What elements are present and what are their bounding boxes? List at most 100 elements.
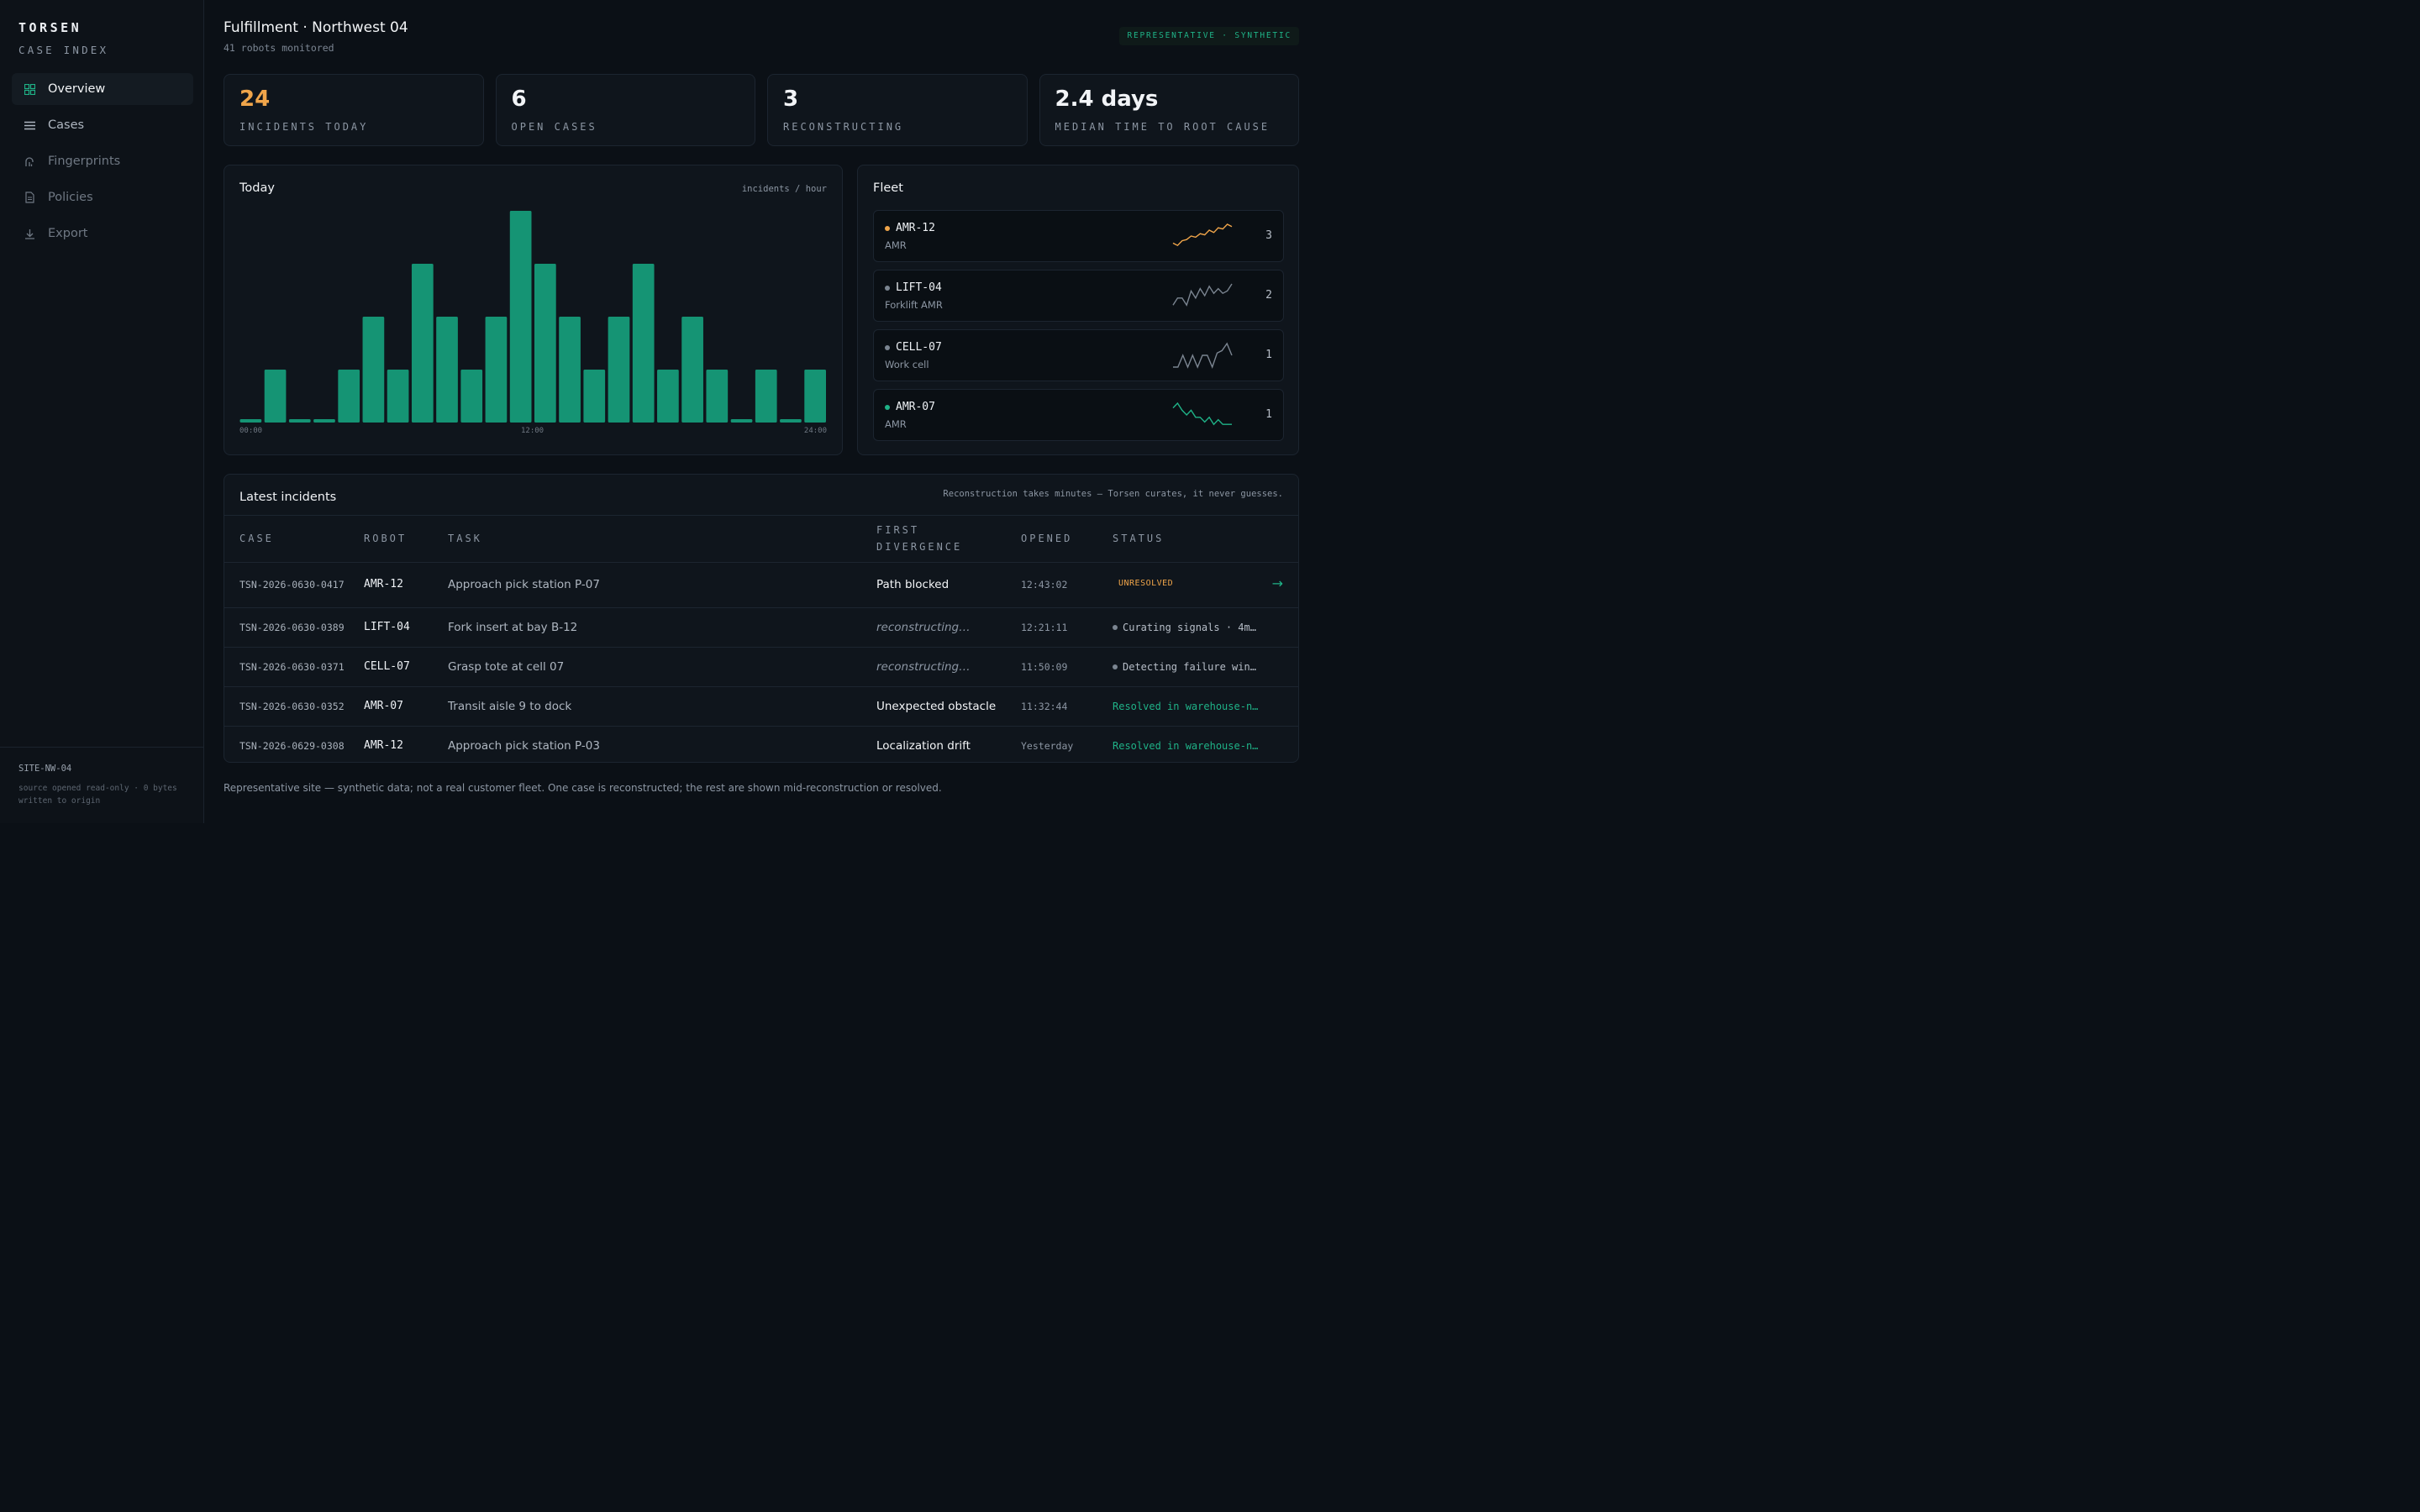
- chart-title: Today: [239, 181, 275, 195]
- column-header-task[interactable]: TASK: [448, 533, 482, 544]
- fleet-title: Fleet: [873, 181, 903, 195]
- case-id[interactable]: TSN-2026-0629-0308: [239, 740, 345, 752]
- chart-bar: [730, 419, 753, 423]
- chart-bar: [804, 370, 826, 423]
- status-dot: [1113, 625, 1118, 630]
- sidebar-item-export[interactable]: Export: [12, 218, 193, 249]
- column-header-opened[interactable]: OPENED: [1021, 533, 1073, 544]
- status-text[interactable]: Resolved in warehouse-n…: [1113, 740, 1259, 752]
- kpi-card-open-cases: 6 OPEN CASES: [495, 74, 755, 146]
- sidebar-item-fingerprints[interactable]: Fingerprints: [12, 145, 193, 177]
- sparkline-path: [1173, 342, 1233, 369]
- incident-count: 1: [1265, 349, 1272, 361]
- sparkline-path: [1172, 223, 1233, 247]
- chart-bar: [411, 264, 434, 423]
- case-id[interactable]: TSN-2026-0630-0389: [239, 622, 345, 633]
- chart-unit-label: incidents / hour: [741, 184, 827, 194]
- status-badge: UNRESOLVED: [1118, 579, 1174, 588]
- main-content: Fulfillment · Northwest 04 41 robots mon…: [204, 0, 1318, 823]
- case-id[interactable]: TSN-2026-0630-0371: [239, 661, 345, 673]
- sidebar-item-overview[interactable]: Overview: [12, 73, 193, 105]
- incidents-bar-chart: [239, 211, 826, 423]
- chart-bar: [681, 317, 703, 423]
- footer-note: Representative site — synthetic data; no…: [224, 782, 942, 794]
- sidebar-item-label: Overview: [48, 82, 106, 96]
- column-header-first-divergence[interactable]: FIRST DIVERGENCE: [876, 524, 963, 553]
- chart-bar: [362, 317, 385, 423]
- site-id: SITE-NW-04: [18, 764, 72, 774]
- opened-time: 12:43:02: [1021, 579, 1068, 591]
- sidebar-item-policies[interactable]: Policies: [12, 181, 193, 213]
- page-title: Fulfillment · Northwest 04: [224, 19, 408, 36]
- table-row[interactable]: TSN-2026-0630-0389 LIFT-04 Fork insert a…: [224, 607, 1298, 647]
- robot-name: LIFT-04: [364, 621, 410, 633]
- table-row[interactable]: TSN-2026-0630-0417 AMR-12 Approach pick …: [224, 562, 1298, 607]
- table-row[interactable]: TSN-2026-0629-0308 AMR-12 Approach pick …: [224, 726, 1298, 763]
- status-text[interactable]: Resolved in warehouse-n…: [1113, 701, 1259, 712]
- document-icon: [24, 192, 35, 203]
- sparkline: [1173, 342, 1233, 369]
- chart-bar: [534, 264, 556, 423]
- incident-count: 1: [1265, 408, 1272, 421]
- kpi-card-reconstructing: 3 RECONSTRUCTING: [767, 74, 1028, 146]
- x-tick-label: 00:00: [239, 427, 263, 435]
- fleet-list: AMR-12 AMR 3 LIFT-04 Forklift AMR 2 CELL…: [873, 210, 1284, 449]
- status-dot: [1113, 664, 1118, 669]
- case-id[interactable]: TSN-2026-0630-0417: [239, 579, 345, 591]
- robot-name: AMR-12: [364, 578, 403, 591]
- first-divergence: reconstructing…: [876, 660, 971, 674]
- open-case-arrow-icon[interactable]: →: [1271, 575, 1283, 591]
- sparkline-path: [1172, 402, 1232, 426]
- incidents-title: Latest incidents: [239, 491, 337, 504]
- table-row[interactable]: TSN-2026-0630-0352 AMR-07 Transit aisle …: [224, 686, 1298, 726]
- column-header-case[interactable]: CASE: [239, 533, 274, 544]
- sidebar-item-cases[interactable]: Cases: [12, 109, 193, 141]
- chart-bar: [485, 317, 508, 423]
- first-divergence: reconstructing…: [876, 621, 971, 634]
- fleet-item[interactable]: AMR-12 AMR 3: [873, 210, 1284, 262]
- kpi-value: 24: [239, 87, 271, 112]
- table-row[interactable]: TSN-2026-0630-0371 CELL-07 Grasp tote at…: [224, 647, 1298, 686]
- case-id[interactable]: TSN-2026-0630-0352: [239, 701, 345, 712]
- list-icon: [24, 119, 35, 131]
- column-header-status[interactable]: STATUS: [1113, 533, 1165, 544]
- latest-incidents-panel: Latest incidents Reconstruction takes mi…: [224, 474, 1299, 763]
- status-dot: [885, 286, 890, 291]
- robot-name: AMR-12: [896, 222, 935, 234]
- chart-bar: [706, 370, 729, 423]
- chart-bar: [313, 419, 335, 423]
- sparkline-path: [1172, 283, 1233, 307]
- status-label: Detecting failure win…: [1123, 661, 1256, 673]
- chart-bar: [632, 264, 655, 423]
- status-dot: [885, 226, 890, 231]
- download-icon: [24, 228, 35, 239]
- fleet-item[interactable]: AMR-07 AMR 1: [873, 389, 1284, 441]
- fleet-item[interactable]: LIFT-04 Forklift AMR 2: [873, 270, 1284, 322]
- opened-time: Yesterday: [1021, 740, 1074, 752]
- first-divergence: Path blocked: [876, 578, 950, 591]
- sidebar-item-label: Cases: [48, 118, 85, 132]
- sparkline: [1172, 223, 1233, 247]
- divider: [224, 515, 1298, 516]
- opened-time: 12:21:11: [1021, 622, 1068, 633]
- column-header-robot[interactable]: ROBOT: [364, 533, 408, 544]
- sidebar-item-label: Export: [48, 227, 88, 240]
- sparkline: [1172, 283, 1233, 307]
- kpi-label: OPEN CASES: [511, 121, 597, 133]
- opened-time: 11:50:09: [1021, 661, 1068, 673]
- sidebar: TORSEN CASE INDEX Overview Cases Fingerp…: [0, 0, 204, 823]
- first-divergence: Localization drift: [876, 739, 971, 753]
- kpi-label: MEDIAN TIME TO ROOT CAUSE: [1055, 121, 1270, 133]
- chart-bar: [780, 419, 802, 423]
- chart-bar: [559, 317, 581, 423]
- first-divergence: Unexpected obstacle: [876, 700, 997, 713]
- chart-bar: [387, 370, 409, 423]
- status-text: Detecting failure win…: [1113, 661, 1256, 673]
- robot-name: AMR-07: [364, 700, 403, 712]
- sidebar-item-label: Fingerprints: [48, 155, 121, 168]
- fleet-item[interactable]: CELL-07 Work cell 1: [873, 329, 1284, 381]
- chart-bar: [755, 370, 777, 423]
- kpi-value: 3: [783, 87, 799, 112]
- kpi-card-incidents-today: 24 INCIDENTS TODAY: [224, 74, 484, 146]
- task-text: Grasp tote at cell 07: [448, 660, 565, 674]
